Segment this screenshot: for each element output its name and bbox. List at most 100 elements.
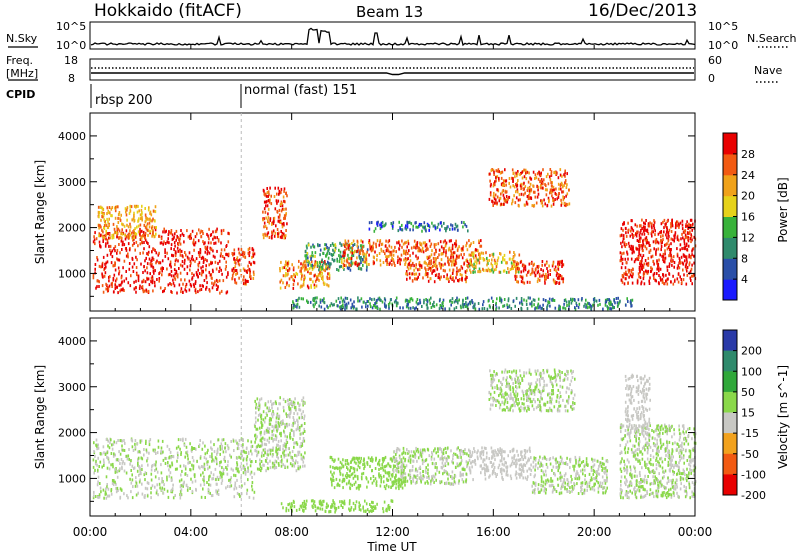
data-cell bbox=[632, 246, 634, 250]
data-cell bbox=[282, 274, 285, 278]
data-cell bbox=[646, 271, 649, 275]
data-cell bbox=[170, 265, 172, 269]
data-cell bbox=[670, 242, 672, 246]
data-cell bbox=[409, 306, 412, 310]
data-cell bbox=[668, 243, 670, 247]
data-cell bbox=[494, 180, 496, 184]
data-cell bbox=[127, 236, 130, 240]
data-cell bbox=[342, 254, 344, 258]
data-cell bbox=[530, 302, 533, 306]
data-cell bbox=[242, 254, 245, 258]
data-cell bbox=[148, 221, 151, 225]
data-cell bbox=[651, 226, 653, 230]
data-cell bbox=[298, 305, 301, 309]
data-cell bbox=[351, 251, 354, 255]
data-cell bbox=[413, 239, 416, 243]
data-cell bbox=[309, 300, 312, 304]
data-cell bbox=[659, 267, 662, 271]
data-cell bbox=[605, 300, 608, 303]
data-cell bbox=[155, 491, 158, 495]
data-cell bbox=[291, 424, 294, 427]
data-cell bbox=[622, 222, 624, 226]
data-cell bbox=[352, 254, 355, 257]
data-cell bbox=[216, 490, 219, 494]
data-cell bbox=[664, 252, 666, 256]
data-cell bbox=[268, 440, 270, 444]
data-cell bbox=[373, 261, 375, 265]
data-cell bbox=[648, 279, 650, 283]
data-cell bbox=[101, 207, 104, 211]
data-cell bbox=[623, 282, 626, 286]
data-cell bbox=[143, 453, 145, 457]
data-cell bbox=[315, 300, 317, 304]
data-cell bbox=[267, 199, 270, 203]
data-cell bbox=[408, 249, 410, 253]
data-cell bbox=[408, 220, 411, 224]
data-cell bbox=[161, 273, 163, 277]
data-cell bbox=[493, 268, 495, 272]
data-cell bbox=[177, 445, 180, 449]
data-cell bbox=[301, 443, 304, 447]
data-cell bbox=[136, 210, 139, 214]
data-cell bbox=[438, 276, 441, 280]
data-cell bbox=[418, 261, 421, 264]
data-cell bbox=[106, 483, 108, 486]
data-cell bbox=[127, 281, 130, 285]
data-cell bbox=[108, 211, 111, 215]
data-cell bbox=[443, 221, 445, 225]
data-cell bbox=[108, 460, 110, 464]
data-cell bbox=[415, 300, 418, 304]
data-cell bbox=[266, 426, 269, 430]
data-cell bbox=[642, 277, 645, 281]
data-cell bbox=[668, 248, 671, 251]
data-cell bbox=[330, 470, 332, 474]
data-cell bbox=[387, 472, 390, 476]
data-cell bbox=[99, 243, 101, 247]
data-cell bbox=[398, 241, 400, 245]
data-cell bbox=[283, 236, 286, 240]
data-cell bbox=[511, 200, 514, 204]
data-cell bbox=[547, 273, 549, 277]
data-cell bbox=[270, 202, 273, 206]
data-cell bbox=[353, 460, 356, 464]
data-cell bbox=[187, 486, 189, 490]
data-cell bbox=[295, 299, 298, 302]
data-cell bbox=[212, 237, 214, 241]
data-cell bbox=[150, 491, 152, 495]
data-cell bbox=[332, 243, 335, 247]
data-cell bbox=[390, 245, 393, 249]
freq-tick-low: 8 bbox=[68, 72, 75, 85]
data-cell bbox=[98, 493, 101, 497]
data-cell bbox=[400, 253, 403, 257]
data-cell bbox=[463, 252, 465, 256]
data-cell bbox=[657, 263, 659, 267]
data-cell bbox=[684, 236, 687, 240]
data-cell bbox=[557, 176, 560, 180]
data-cell bbox=[483, 307, 486, 310]
data-cell bbox=[363, 254, 365, 258]
data-cell bbox=[638, 247, 641, 251]
data-cell bbox=[533, 271, 536, 275]
data-cell bbox=[353, 482, 356, 486]
data-cell bbox=[493, 258, 496, 262]
data-cell bbox=[309, 255, 312, 259]
data-cell bbox=[623, 243, 626, 247]
data-cell bbox=[359, 484, 362, 488]
data-cell bbox=[256, 397, 259, 401]
data-cell bbox=[660, 248, 662, 252]
data-cell bbox=[151, 278, 154, 282]
data-cell bbox=[277, 186, 280, 190]
data-cell bbox=[264, 459, 267, 462]
data-cell bbox=[406, 303, 409, 307]
data-cell bbox=[498, 197, 501, 201]
data-cell bbox=[106, 485, 108, 489]
data-cell bbox=[149, 217, 151, 221]
data-cell bbox=[190, 261, 192, 265]
data-region bbox=[231, 246, 256, 286]
data-cell bbox=[204, 496, 206, 499]
data-cell bbox=[278, 414, 281, 418]
data-cell bbox=[504, 198, 507, 202]
data-cell bbox=[550, 170, 553, 174]
data-cell bbox=[140, 472, 142, 476]
data-cell bbox=[232, 468, 234, 472]
